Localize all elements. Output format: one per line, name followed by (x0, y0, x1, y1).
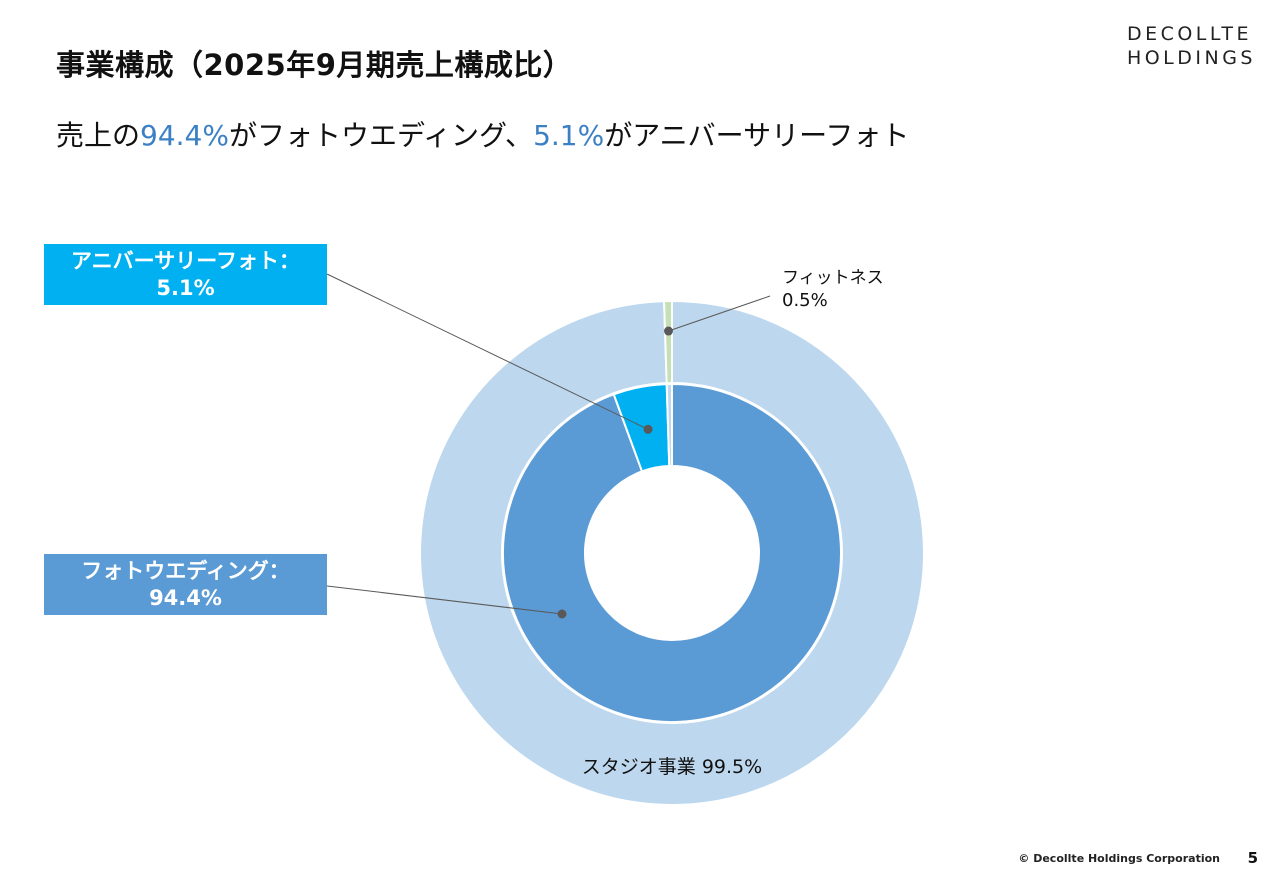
logo-line-1: DECOLLTE (1126, 23, 1252, 45)
callout-anniversary-photo: アニバーサリーフォト： 5.1% (44, 244, 327, 305)
subtitle-highlight-anniversary: 5.1% (533, 119, 605, 152)
inner-ring-slice-0 (502, 382, 842, 723)
label-fitness-value: 0.5% (782, 290, 828, 311)
page-title: 事業構成（2025年9月期売上構成比） (56, 48, 573, 82)
leader-wedding-dot (557, 609, 567, 619)
subtitle-text-2: がフォトウエディング、 (228, 119, 534, 152)
inner-ring-slice-2 (665, 382, 673, 468)
subtitle: 売上の94.4%がフォトウエディング、5.1%がアニバーサリーフォト (56, 114, 909, 154)
subtitle-text-1: 売上の (56, 119, 141, 152)
leader-anniversary-dot (643, 424, 653, 434)
leader-fitness-dot (664, 326, 674, 336)
label-studio-business: スタジオ事業 99.5% (582, 756, 762, 778)
callout-wedding-label: フォトウエディング： (81, 558, 290, 583)
company-logo: DECOLLTE HOLDINGS (1127, 22, 1256, 70)
leader-anniversary-line (326, 273, 649, 430)
callout-wedding-value: 94.4% (149, 585, 222, 610)
subtitle-highlight-wedding: 94.4% (140, 119, 229, 152)
label-fitness-name: フィットネス (782, 268, 884, 288)
page-number: 5 (1247, 849, 1258, 867)
callout-anniversary-value: 5.1% (156, 275, 215, 300)
leader-wedding-line (326, 585, 563, 615)
callout-photo-wedding: フォトウエディング： 94.4% (44, 554, 327, 615)
footer-copyright: © Decollte Holdings Corporation (1018, 852, 1220, 865)
callout-anniversary-label: アニバーサリーフォト： (71, 248, 300, 273)
logo-line-2: HOLDINGS (1126, 47, 1256, 69)
subtitle-text-3: がアニバーサリーフォト (604, 119, 910, 152)
leader-fitness-line (668, 295, 771, 332)
